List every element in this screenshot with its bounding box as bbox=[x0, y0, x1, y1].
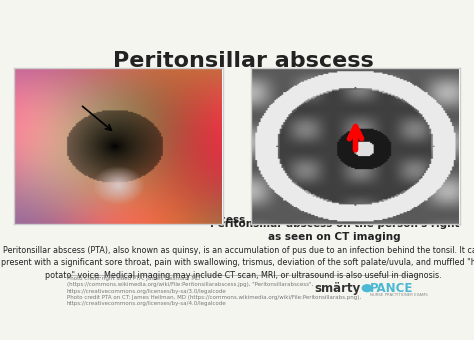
Text: Peritonsillar abscess: Peritonsillar abscess bbox=[112, 51, 374, 71]
Circle shape bbox=[362, 285, 372, 292]
Text: Peritonsillar abscess on the person's right
as seen on CT imaging: Peritonsillar abscess on the person's ri… bbox=[210, 219, 459, 242]
Text: smärty: smärty bbox=[315, 282, 361, 295]
Text: Right sided peritonsilar abscess: Right sided peritonsilar abscess bbox=[56, 215, 246, 225]
Text: PANCE: PANCE bbox=[370, 282, 413, 295]
Text: Peritonsillar abscess (PTA), also known as quinsy, is an accumulation of pus due: Peritonsillar abscess (PTA), also known … bbox=[1, 246, 474, 279]
Text: NURSE PRACTITIONER EXAMS: NURSE PRACTITIONER EXAMS bbox=[370, 293, 428, 297]
Text: Photo credit right sided PTA: James Heilman, MD
(https://commons.wikimedia.org/w: Photo credit right sided PTA: James Heil… bbox=[66, 276, 361, 306]
